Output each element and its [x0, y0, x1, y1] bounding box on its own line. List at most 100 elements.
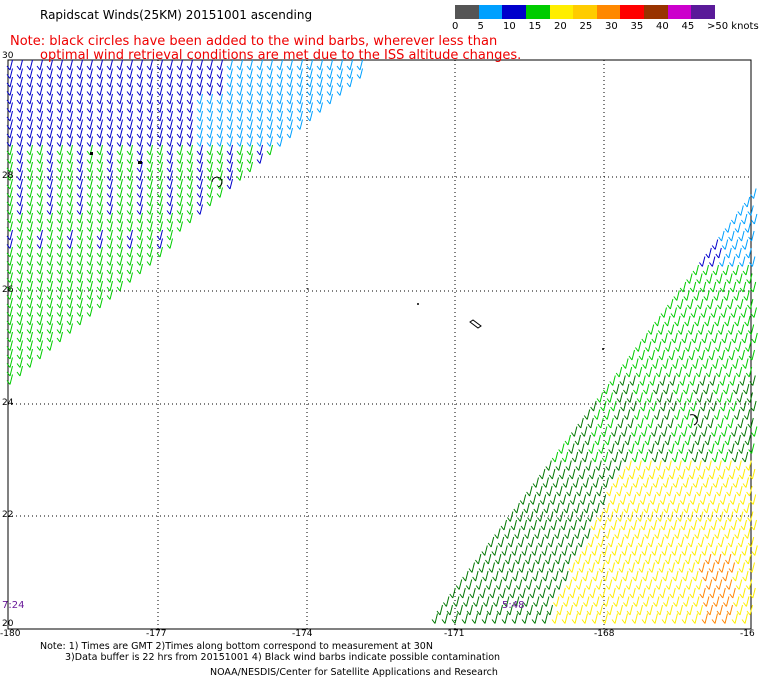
- wind-barb: [649, 587, 656, 599]
- wind-barb: [266, 59, 273, 71]
- wind-barb: [511, 545, 518, 556]
- wind-barb: [627, 511, 634, 522]
- wind-barb: [739, 587, 746, 599]
- wind-barb: [136, 68, 143, 79]
- wind-barb: [6, 306, 13, 317]
- wind-barb: [326, 85, 333, 96]
- wind-barb: [468, 562, 475, 573]
- wind-barb: [628, 349, 635, 361]
- wind-barb: [6, 229, 13, 241]
- wind-barb: [726, 485, 733, 497]
- wind-barb: [598, 562, 605, 573]
- wind-barb: [750, 307, 757, 318]
- wind-barb: [515, 579, 523, 590]
- wind-barb: [591, 426, 598, 437]
- land-mark: [90, 152, 93, 155]
- wind-barb: [76, 314, 83, 326]
- wind-barb: [600, 400, 607, 412]
- wind-barb: [724, 434, 731, 446]
- wind-barb: [46, 153, 53, 164]
- wind-barb: [76, 170, 83, 181]
- wind-barb: [16, 144, 23, 156]
- wind-barb: [574, 528, 581, 539]
- wind-barb: [687, 536, 695, 548]
- wind-barb: [589, 494, 597, 505]
- wind-barb: [689, 281, 697, 293]
- wind-barb: [503, 596, 510, 607]
- wind-barb: [266, 127, 273, 139]
- wind-barb: [26, 110, 33, 122]
- wind-barb: [186, 153, 193, 164]
- wind-barb: [747, 536, 755, 548]
- wind-barb: [703, 409, 711, 420]
- wind-barb: [603, 409, 611, 420]
- wind-barb: [719, 375, 726, 386]
- wind-barb: [96, 221, 103, 232]
- wind-barb: [717, 417, 724, 429]
- wind-barb: [36, 68, 43, 79]
- wind-barb: [568, 562, 575, 573]
- wind-barb: [636, 485, 643, 497]
- wind-barb: [613, 502, 620, 514]
- wind-barb: [567, 536, 575, 548]
- wind-barb: [66, 306, 73, 317]
- wind-barb: [536, 604, 543, 616]
- wind-barb: [146, 246, 153, 258]
- wind-barb: [16, 76, 23, 88]
- wind-barb: [26, 246, 33, 258]
- wind-barb: [346, 68, 353, 79]
- wind-barb: [683, 383, 690, 395]
- wind-barb: [619, 587, 626, 599]
- wind-barb: [587, 536, 595, 548]
- wind-barb: [36, 306, 43, 317]
- wind-barb: [146, 93, 153, 105]
- wind-barb: [723, 596, 730, 607]
- wind-barb: [166, 212, 173, 224]
- wind-barb: [691, 426, 698, 437]
- wind-barb: [719, 587, 726, 599]
- wind-barb: [699, 281, 707, 293]
- wind-barb: [586, 485, 593, 497]
- wind-barb: [306, 59, 313, 71]
- wind-barb: [605, 553, 612, 565]
- wind-barb: [713, 290, 720, 301]
- wind-barb: [591, 545, 598, 556]
- wind-barb: [581, 613, 588, 624]
- wind-barb: [580, 519, 587, 531]
- wind-barb: [557, 536, 565, 548]
- wind-barb: [630, 519, 637, 531]
- wind-barb: [16, 187, 23, 198]
- wind-barb: [635, 366, 643, 378]
- wind-barb: [692, 358, 699, 369]
- wind-barb: [656, 604, 663, 616]
- legend-label: 15: [528, 21, 542, 32]
- wind-barb: [36, 263, 43, 275]
- wind-barb: [608, 562, 615, 573]
- wind-barb: [76, 85, 83, 96]
- wind-barb: [689, 587, 696, 599]
- wind-barb: [106, 153, 113, 164]
- map-frame: [7, 59, 752, 630]
- wind-barb: [196, 161, 203, 173]
- wind-barb: [504, 528, 511, 539]
- wind-barb: [206, 110, 213, 122]
- wind-barb: [515, 553, 522, 565]
- wind-barb: [577, 536, 585, 548]
- wind-barb: [679, 587, 686, 599]
- wind-barb: [705, 460, 712, 471]
- wind-barb: [522, 570, 529, 582]
- wind-barb: [26, 204, 33, 215]
- wind-barb: [26, 340, 33, 351]
- wind-barb: [36, 144, 43, 156]
- wind-barb: [216, 187, 223, 198]
- wind-barb: [505, 553, 512, 565]
- wind-barb: [136, 144, 143, 156]
- wind-barb: [695, 553, 702, 565]
- wind-barb: [656, 392, 663, 403]
- wind-barb: [306, 76, 313, 88]
- wind-barb: [46, 255, 53, 266]
- wind-barb: [306, 93, 313, 105]
- wind-barb: [721, 451, 729, 463]
- wind-barb: [126, 102, 133, 113]
- wind-barb: [96, 272, 103, 283]
